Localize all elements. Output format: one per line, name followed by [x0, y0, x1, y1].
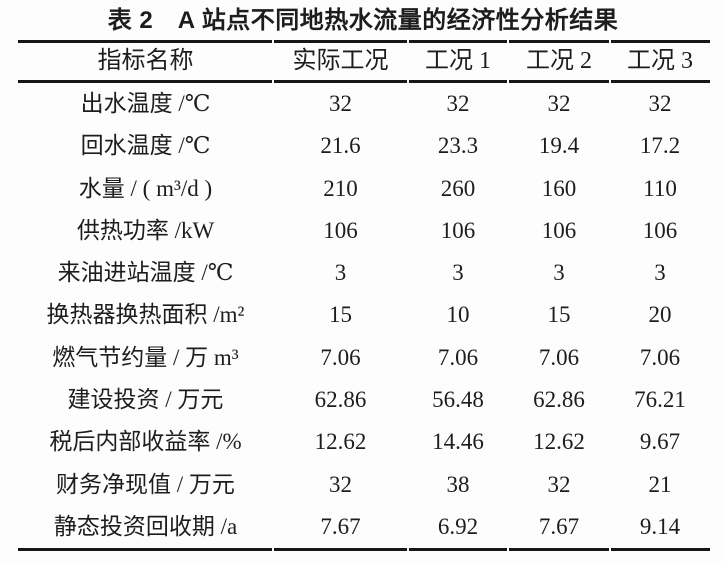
cell-value: 106 — [642, 217, 678, 243]
table-row: 来油进站温度 /℃ 3 3 3 3 — [18, 252, 710, 294]
row-label: 来油进站温度 /℃ — [57, 260, 234, 286]
cell-value: 21 — [648, 471, 672, 497]
row-label: 回水温度 /℃ — [80, 133, 211, 159]
row-label: 水量 / ( m³/d ) — [78, 175, 213, 201]
header-cell: 工况 1 — [425, 47, 491, 74]
header-cell: 实际工况 — [292, 47, 389, 74]
cell-value: 10 — [446, 302, 470, 328]
cell-value: 32 — [446, 90, 470, 116]
cell-value: 7.06 — [437, 344, 479, 370]
cell-value: 19.4 — [538, 133, 580, 159]
table-row: 供热功率 /kW 106 106 106 106 — [18, 210, 710, 252]
cell-value: 9.14 — [639, 513, 681, 539]
cell-value: 56.48 — [432, 387, 484, 412]
table-bottom-rule — [18, 548, 710, 552]
cell-value: 9.67 — [639, 429, 681, 455]
row-label: 财务净现值 / 万元 — [56, 471, 235, 497]
cell-value: 32 — [329, 471, 352, 497]
header-cell: 工况 2 — [526, 47, 592, 74]
cell-value: 62.86 — [314, 387, 367, 412]
row-label: 出水温度 /℃ — [80, 90, 211, 116]
cell-value: 106 — [440, 217, 476, 243]
cell-value: 110 — [643, 175, 677, 201]
cell-value: 76.21 — [634, 387, 686, 412]
row-label: 税后内部收益率 /% — [49, 429, 242, 455]
cell-value: 38 — [446, 471, 470, 497]
cell-value: 7.06 — [320, 344, 361, 370]
table-header-row: 指标名称 实际工况 工况 1 工况 2 工况 3 — [18, 43, 710, 80]
row-label: 静态投资回收期 /a — [53, 513, 238, 539]
row-label: 供热功率 /kW — [76, 217, 215, 243]
cell-value: 15 — [329, 302, 352, 328]
cell-value: 3 — [553, 260, 565, 286]
table-row: 静态投资回收期 /a 7.67 6.92 7.67 9.14 — [18, 506, 710, 548]
table-title: 表 2 A 站点不同地热水流量的经济性分析结果 — [107, 7, 619, 34]
cell-value: 7.67 — [320, 513, 361, 539]
table-row: 税后内部收益率 /% 12.62 14.46 12.62 9.67 — [18, 421, 710, 463]
cell-value: 260 — [440, 175, 476, 201]
table-row: 回水温度 /℃ 21.6 23.3 19.4 17.2 — [18, 125, 710, 167]
cell-value: 12.62 — [533, 429, 585, 455]
header-cell: 工况 3 — [627, 47, 693, 74]
cell-value: 7.67 — [538, 513, 580, 539]
table-row: 出水温度 /℃ 32 32 32 32 — [18, 83, 710, 125]
cell-value: 15 — [547, 302, 571, 328]
cell-value: 14.46 — [432, 429, 484, 455]
cell-value: 7.06 — [538, 344, 580, 370]
cell-value: 210 — [323, 175, 358, 201]
row-label: 建设投资 / 万元 — [67, 387, 224, 412]
cell-value: 3 — [334, 260, 347, 286]
cell-value: 23.3 — [437, 133, 479, 159]
cell-value: 32 — [547, 90, 571, 116]
cell-value: 20 — [648, 302, 672, 328]
cell-value: 21.6 — [320, 133, 361, 159]
table-row: 建设投资 / 万元 62.86 56.48 62.86 76.21 — [18, 379, 710, 421]
cell-value: 106 — [541, 217, 577, 243]
data-table: 指标名称 实际工况 工况 1 工况 2 工况 3 出水温度 /℃ 32 32 3… — [18, 40, 710, 552]
table-row: 燃气节约量 / 万 m³ 7.06 7.06 7.06 7.06 — [18, 337, 710, 379]
cell-value: 17.2 — [639, 133, 681, 159]
table-row: 水量 / ( m³/d ) 210 260 160 110 — [18, 168, 710, 210]
cell-value: 160 — [541, 175, 577, 201]
cell-value: 3 — [654, 260, 666, 286]
cell-value: 3 — [452, 260, 464, 286]
cell-value: 12.62 — [314, 429, 367, 455]
cell-value: 32 — [648, 90, 672, 116]
cell-value: 32 — [547, 471, 571, 497]
table-header-rule — [18, 80, 710, 83]
cell-value: 32 — [329, 90, 352, 116]
cell-value: 106 — [323, 217, 358, 243]
cell-value: 62.86 — [533, 387, 585, 412]
table-row: 换热器换热面积 /m² 15 10 15 20 — [18, 294, 710, 336]
row-label: 燃气节约量 / 万 m³ — [52, 344, 239, 370]
cell-value: 6.92 — [437, 513, 479, 539]
header-cell: 指标名称 — [97, 47, 194, 74]
table-row: 财务净现值 / 万元 32 38 32 21 — [18, 464, 710, 506]
cell-value: 7.06 — [639, 344, 681, 370]
table-top-rule — [18, 40, 710, 43]
row-label: 换热器换热面积 /m² — [46, 302, 245, 328]
